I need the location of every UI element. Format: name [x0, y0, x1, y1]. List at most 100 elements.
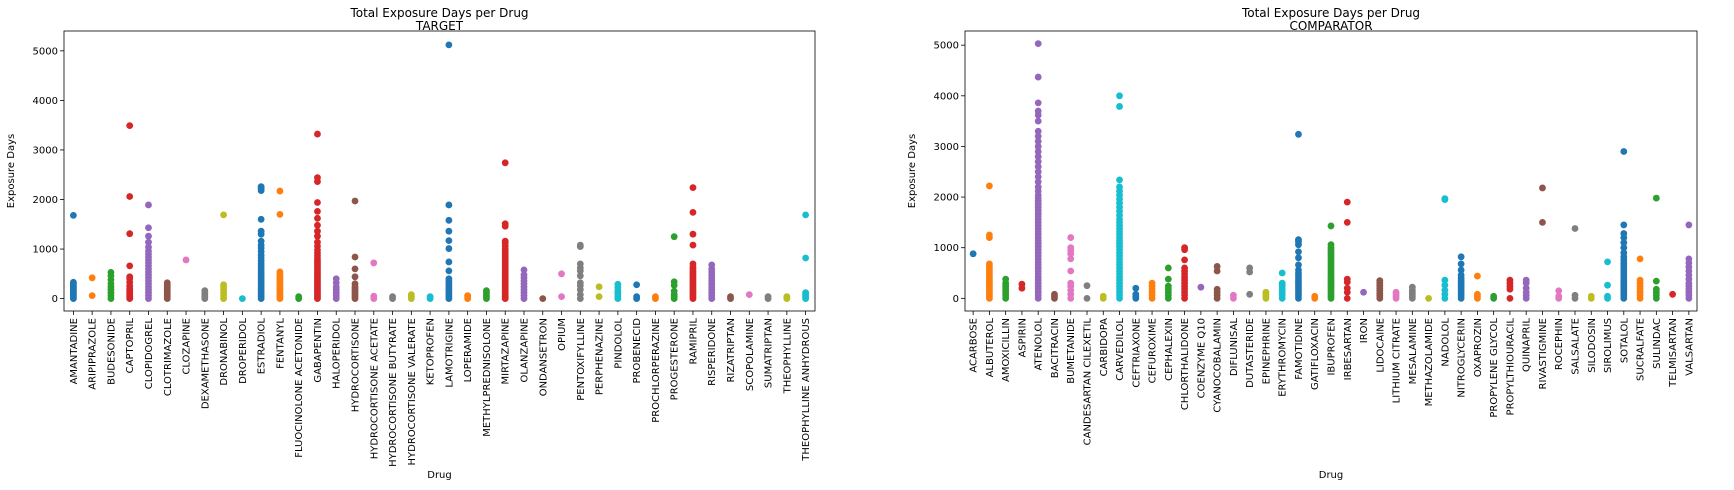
y-tick-label: 3000: [33, 145, 58, 156]
data-point: [670, 278, 678, 286]
data-point: [1343, 275, 1351, 283]
data-point: [501, 220, 509, 228]
data-point: [1457, 271, 1465, 279]
data-point: [1164, 264, 1172, 272]
data-point: [1327, 241, 1335, 249]
data-point: [145, 201, 152, 209]
data-point: [351, 197, 359, 205]
y-tick-label: 3000: [934, 142, 959, 153]
data-point: [1604, 292, 1611, 300]
data-point: [1181, 244, 1188, 252]
data-point: [483, 287, 490, 295]
data-point: [1213, 263, 1221, 270]
x-tick-label: SOTALOL: [1619, 318, 1630, 363]
data-point: [1018, 280, 1026, 288]
y-tick-label: 0: [52, 294, 58, 305]
data-point: [257, 215, 265, 223]
data-point: [1652, 277, 1660, 285]
data-points: [969, 40, 1693, 302]
data-point: [145, 238, 152, 246]
data-point: [558, 293, 565, 301]
data-point: [1164, 282, 1172, 290]
data-point: [1295, 254, 1302, 262]
data-point: [1197, 283, 1205, 291]
x-tick-label: SUCRALFATE: [1636, 318, 1647, 381]
data-point: [1587, 292, 1595, 300]
data-point: [1116, 176, 1123, 184]
data-point: [69, 211, 77, 219]
x-tick-label: METHYLPREDNISOLONE: [482, 318, 493, 437]
data-point: [445, 237, 453, 245]
data-point: [558, 270, 565, 278]
data-point: [1636, 255, 1644, 263]
data-point: [182, 256, 190, 264]
data-point: [126, 273, 134, 281]
x-tick-label: NADOLOL: [1440, 318, 1451, 367]
x-axis-label: Drug: [1319, 470, 1344, 481]
x-tick-label: CEPHALEXIN: [1164, 318, 1175, 381]
x-tick-label: HYDROCORTISONE VALERATE: [407, 318, 418, 465]
x-tick-label: CANDESARTAN CILEXETIL: [1083, 318, 1094, 446]
data-point: [1067, 279, 1075, 287]
data-point: [633, 293, 641, 301]
data-point: [1034, 143, 1042, 150]
data-point: [802, 211, 810, 219]
y-tick-label: 2000: [934, 193, 959, 204]
x-tick-label: ONDANSETRON: [538, 318, 549, 396]
data-point: [1034, 99, 1042, 107]
data-point: [314, 232, 321, 240]
y-tick-label: 0: [953, 294, 959, 305]
x-tick-label: PINDOLOL: [613, 318, 624, 369]
data-point: [1034, 158, 1042, 166]
data-point: [783, 293, 791, 301]
x-tick-label: RISPERIDONE: [707, 318, 718, 386]
data-point: [1490, 292, 1498, 300]
x-tick-label: ACARBOSE: [969, 318, 980, 373]
data-point: [163, 279, 171, 287]
data-point: [445, 267, 453, 275]
data-point: [1295, 266, 1302, 274]
x-tick-label: BUDESONIDE: [106, 318, 117, 385]
data-point: [501, 237, 509, 245]
data-point: [539, 295, 547, 303]
x-tick-label: DUTASTERIDE: [1245, 318, 1256, 388]
data-point: [276, 187, 284, 195]
x-tick-label: BUMETANIDE: [1066, 318, 1077, 384]
x-tick-label: LOPERAMIDE: [463, 318, 474, 382]
data-point: [1295, 130, 1302, 138]
data-point: [1604, 281, 1611, 289]
data-point: [576, 260, 584, 268]
data-points: [69, 41, 810, 303]
data-point: [1343, 198, 1351, 206]
data-point: [1652, 194, 1660, 202]
x-tick-label: ATENOLOL: [1034, 318, 1045, 371]
x-tick-label: SALSALATE: [1571, 318, 1582, 375]
x-tick-label: BACITRACIN: [1050, 318, 1061, 378]
data-point: [1034, 148, 1042, 155]
data-point: [520, 266, 528, 274]
x-tick-label: GATIFLOXACIN: [1310, 318, 1321, 390]
x-tick-label: PROPYLENE GLYCOL: [1489, 318, 1500, 418]
data-point: [1457, 260, 1465, 268]
x-tick-label: ESTRADIOL: [257, 318, 268, 375]
data-point: [1067, 234, 1075, 241]
x-tick-label: GABAPENTIN: [313, 318, 324, 383]
data-point: [969, 250, 977, 258]
data-point: [1246, 290, 1254, 298]
x-tick-label: FAMOTIDINE: [1294, 318, 1305, 380]
data-point: [69, 278, 77, 286]
x-tick-label: METHAZOLAMIDE: [1424, 318, 1435, 406]
data-point: [351, 273, 359, 281]
data-point: [1230, 291, 1237, 299]
data-point: [595, 283, 603, 291]
x-tick-label: OLANZAPINE: [519, 318, 530, 382]
x-tick-label: MESALAMINE: [1408, 318, 1419, 384]
x-tick-label: DROPERIDOL: [238, 318, 249, 384]
data-point: [1132, 290, 1140, 298]
x-tick-label: COENZYME Q10: [1196, 318, 1207, 398]
data-point: [1620, 239, 1628, 247]
data-point: [1034, 163, 1042, 171]
data-point: [1441, 281, 1449, 289]
data-point: [389, 293, 396, 301]
